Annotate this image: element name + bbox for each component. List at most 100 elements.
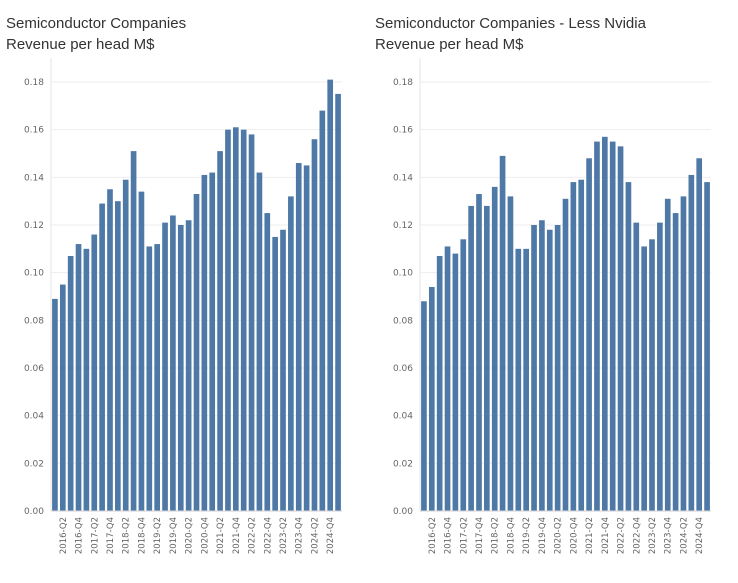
x-tick-label: 2017-Q2 — [90, 517, 100, 554]
x-tick-label: 2023-Q2 — [279, 517, 289, 554]
x-tick-label: 2022-Q2 — [617, 517, 627, 554]
x-tick-label: 2016-Q2 — [59, 517, 69, 554]
bar — [523, 248, 529, 511]
y-tick-label: 0.06 — [24, 364, 44, 374]
bar — [264, 213, 271, 511]
bar — [232, 127, 239, 511]
bar — [52, 298, 58, 511]
y-tick-label: 0.04 — [24, 412, 44, 422]
bar — [594, 141, 600, 511]
y-tick-label: 0.14 — [24, 173, 44, 183]
bar — [586, 158, 592, 511]
bar — [335, 93, 341, 512]
x-tick-label: 2021-Q4 — [601, 517, 611, 554]
bar — [272, 236, 278, 512]
bar — [217, 151, 223, 511]
bar — [421, 301, 427, 511]
bar — [515, 248, 522, 511]
chart-title: Semiconductor Companies — [6, 15, 187, 32]
bar — [303, 165, 310, 512]
x-tick-label: 2024-Q4 — [326, 517, 336, 554]
x-tick-label: 2022-Q4 — [263, 517, 273, 554]
bar — [162, 222, 168, 511]
bar — [91, 234, 98, 511]
x-tick-label: 2016-Q4 — [444, 517, 454, 554]
x-tick-label: 2023-Q4 — [295, 517, 305, 554]
bar — [539, 220, 545, 512]
x-tick-label: 2019-Q2 — [153, 517, 163, 554]
bar — [649, 239, 655, 512]
y-tick-label: 0.16 — [393, 126, 413, 136]
bar — [507, 196, 514, 511]
bar — [601, 136, 608, 511]
bar — [240, 129, 247, 512]
bar — [146, 246, 153, 511]
bar — [546, 229, 553, 511]
x-tick-label: 2021-Q4 — [232, 517, 242, 554]
x-tick-label: 2017-Q4 — [106, 517, 116, 554]
x-tick-label: 2020-Q4 — [569, 517, 579, 554]
y-tick-label: 0.10 — [393, 269, 413, 279]
bar — [75, 244, 82, 511]
bar — [617, 146, 624, 511]
y-tick-label: 0.12 — [24, 221, 44, 231]
bar — [122, 179, 129, 511]
bar — [554, 225, 561, 511]
bar-chart: 0.00 0.02 0.04 0.06 0.08 0.10 0.12 0.14 0.16 0.18… — [24, 58, 342, 554]
bar — [696, 158, 703, 511]
bar — [295, 163, 302, 511]
y-tick-label: 0.18 — [393, 78, 413, 88]
chart-panel-right: Semiconductor Companies - Less Nvidia Re… — [369, 0, 738, 583]
bar — [288, 196, 294, 511]
bar — [99, 203, 105, 512]
bar — [460, 239, 467, 512]
y-tick-label: 0.04 — [393, 412, 413, 422]
bar — [177, 225, 184, 511]
x-tick-label: 2022-Q4 — [632, 517, 642, 554]
x-tick-label: 2024-Q2 — [310, 517, 320, 554]
bar — [256, 172, 263, 511]
bar — [83, 248, 90, 511]
bar — [491, 186, 498, 511]
bar — [476, 194, 482, 511]
x-tick-label: 2018-Q2 — [491, 517, 501, 554]
bar — [201, 174, 208, 511]
bar — [130, 151, 137, 511]
y-tick-label: 0.12 — [393, 221, 413, 231]
x-tick-label: 2019-Q4 — [538, 517, 548, 554]
chart-panel-left: Semiconductor Companies Revenue per head… — [6, 13, 342, 554]
bar — [170, 215, 176, 511]
chart-subtitle: Revenue per head M$ — [6, 36, 155, 53]
x-tick-label: 2018-Q4 — [506, 517, 516, 554]
x-tick-label: 2020-Q2 — [185, 517, 195, 554]
x-tick-label: 2019-Q4 — [169, 517, 179, 554]
chart-subtitle: Revenue per head M$ — [375, 36, 524, 53]
x-tick-label: 2023-Q2 — [648, 517, 658, 554]
bar — [672, 213, 679, 511]
y-tick-label: 0.18 — [24, 78, 44, 88]
x-tick-label: 2018-Q2 — [122, 517, 132, 554]
x-tick-label: 2023-Q4 — [664, 517, 674, 554]
bar — [209, 172, 216, 511]
bar — [428, 286, 435, 511]
bar — [225, 129, 231, 512]
bar — [484, 205, 490, 511]
y-tick-label: 0.08 — [393, 316, 413, 326]
bar-chart: 0.00 0.02 0.04 0.06 0.08 0.10 0.12 0.14 0.16 0.18… — [393, 58, 711, 554]
y-tick-label: 0.00 — [24, 507, 44, 517]
bar — [633, 222, 640, 511]
chart-title-block: Semiconductor Companies Revenue per head… — [6, 13, 186, 55]
y-tick-label: 0.08 — [24, 316, 44, 326]
y-tick-label: 0.14 — [393, 173, 413, 183]
bar — [185, 220, 192, 512]
bar — [641, 246, 647, 511]
bar — [115, 201, 121, 512]
bar — [664, 198, 671, 511]
bar — [562, 198, 569, 511]
x-tick-label: 2022-Q2 — [248, 517, 258, 554]
x-tick-label: 2024-Q2 — [679, 517, 689, 554]
bar — [578, 179, 585, 511]
x-tick-label: 2019-Q2 — [522, 517, 532, 554]
bar — [609, 141, 616, 511]
bar — [657, 222, 663, 511]
